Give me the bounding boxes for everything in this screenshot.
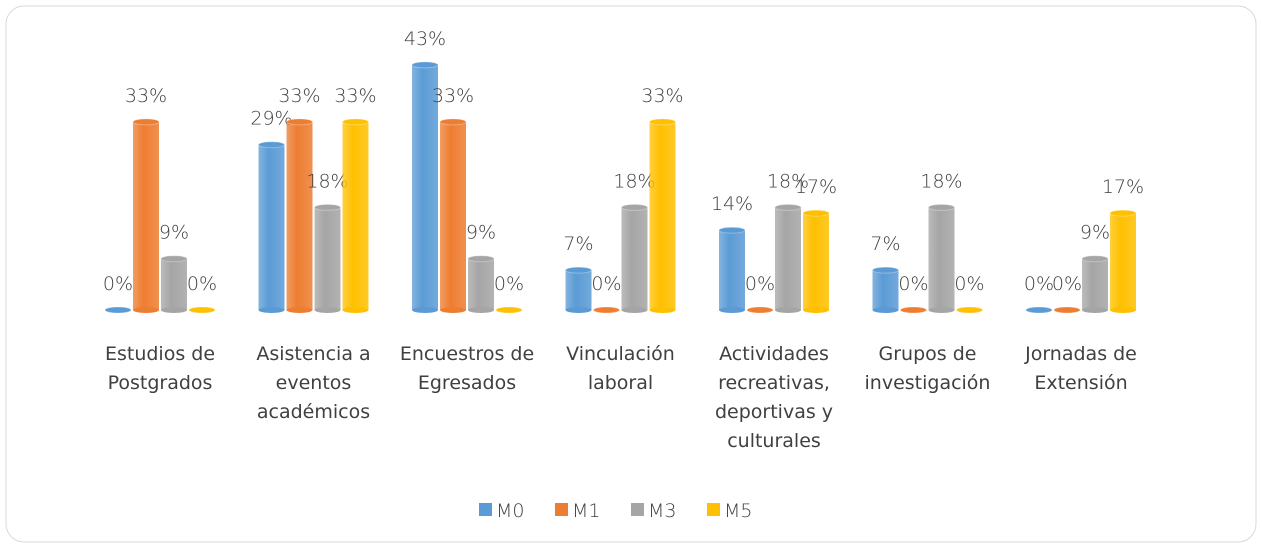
bar: [258, 144, 285, 310]
bar: [1110, 213, 1136, 310]
bar: [872, 270, 899, 310]
bar: [314, 207, 341, 310]
bar-top: [718, 226, 746, 234]
bar-top: [104, 306, 132, 314]
bar-top: [188, 306, 216, 314]
data-label: 0%: [103, 273, 133, 295]
legend-label: M1: [572, 500, 600, 522]
bar: [1082, 258, 1108, 310]
bar: [775, 207, 801, 310]
data-label: 33%: [334, 85, 376, 107]
bar: [468, 258, 494, 310]
bar-top: [411, 61, 439, 69]
bar: [565, 270, 592, 310]
data-label: 18%: [306, 170, 348, 192]
data-label: 29%: [250, 108, 292, 130]
bar: [342, 121, 369, 311]
bar-top: [258, 141, 285, 149]
bar-top: [802, 209, 830, 217]
data-label: 0%: [1052, 273, 1082, 295]
bar-top: [593, 306, 620, 314]
data-label: 18%: [920, 170, 962, 192]
bar: [440, 121, 466, 311]
bar-top: [467, 255, 495, 263]
bar-top: [746, 306, 774, 314]
bar: [621, 207, 648, 310]
x-tick-label: Grupos de investigación: [864, 343, 991, 394]
bar-top: [1053, 306, 1081, 314]
data-label: 33%: [432, 85, 474, 107]
data-label: 7%: [563, 233, 593, 255]
bar-top: [565, 266, 592, 274]
bar-top: [132, 118, 160, 126]
data-label: 0%: [187, 273, 217, 295]
data-label: 33%: [125, 85, 167, 107]
data-label: 9%: [1080, 222, 1110, 244]
bar-top: [495, 306, 523, 314]
data-label: 43%: [404, 28, 446, 50]
x-tick-label: Encuestros de Egresados: [399, 343, 535, 394]
bar-top: [314, 203, 341, 211]
bar-top: [956, 306, 983, 314]
bar-top: [900, 306, 927, 314]
data-label: 0%: [591, 273, 621, 295]
bar: [161, 258, 187, 310]
bar-top: [1081, 255, 1109, 263]
bar-top: [286, 118, 313, 126]
legend-swatch: [479, 503, 492, 516]
bar: [412, 64, 438, 311]
legend-label: M3: [648, 500, 676, 522]
x-tick-label: Actividades recreativas, deportivas y cu…: [714, 343, 834, 452]
bar-top: [649, 118, 676, 126]
bar: [719, 230, 745, 310]
bar-top: [928, 203, 955, 211]
bar: [803, 213, 829, 310]
data-label: 14%: [711, 193, 753, 215]
data-label: 0%: [745, 273, 775, 295]
bar-top: [774, 203, 802, 211]
bar: [133, 121, 159, 311]
legend-swatch: [555, 503, 568, 516]
legend-label: M0: [496, 500, 524, 522]
bar-top: [1109, 209, 1137, 217]
data-label: 33%: [278, 85, 320, 107]
data-label: 0%: [1024, 273, 1054, 295]
data-label: 18%: [613, 170, 655, 192]
data-label: 9%: [466, 222, 496, 244]
legend-label: M5: [724, 500, 752, 522]
bar-top: [439, 118, 467, 126]
bar-top: [621, 203, 648, 211]
bar: [649, 121, 676, 311]
bar: [286, 121, 313, 311]
x-tick-label: Estudios de Postgrados: [104, 343, 216, 394]
x-tick-label: Asistencia a eventos académicos: [256, 343, 371, 423]
bar-top: [160, 255, 188, 263]
x-tick-label: Jornadas de Extensión: [1025, 343, 1137, 394]
data-label: 17%: [1102, 176, 1144, 198]
legend-swatch: [707, 503, 720, 516]
legend-swatch: [631, 503, 644, 516]
bar-top: [342, 118, 369, 126]
data-label: 0%: [898, 273, 928, 295]
data-label: 33%: [641, 85, 683, 107]
bar-top: [1025, 306, 1053, 314]
data-label: 7%: [870, 233, 900, 255]
bar-top: [872, 266, 899, 274]
data-label: 9%: [159, 222, 189, 244]
x-tick-label: Vinculación laboral: [566, 343, 675, 394]
data-label: 0%: [494, 273, 524, 295]
data-label: 17%: [795, 176, 837, 198]
data-label: 0%: [954, 273, 984, 295]
bar: [928, 207, 955, 310]
data-label: 18%: [767, 170, 809, 192]
